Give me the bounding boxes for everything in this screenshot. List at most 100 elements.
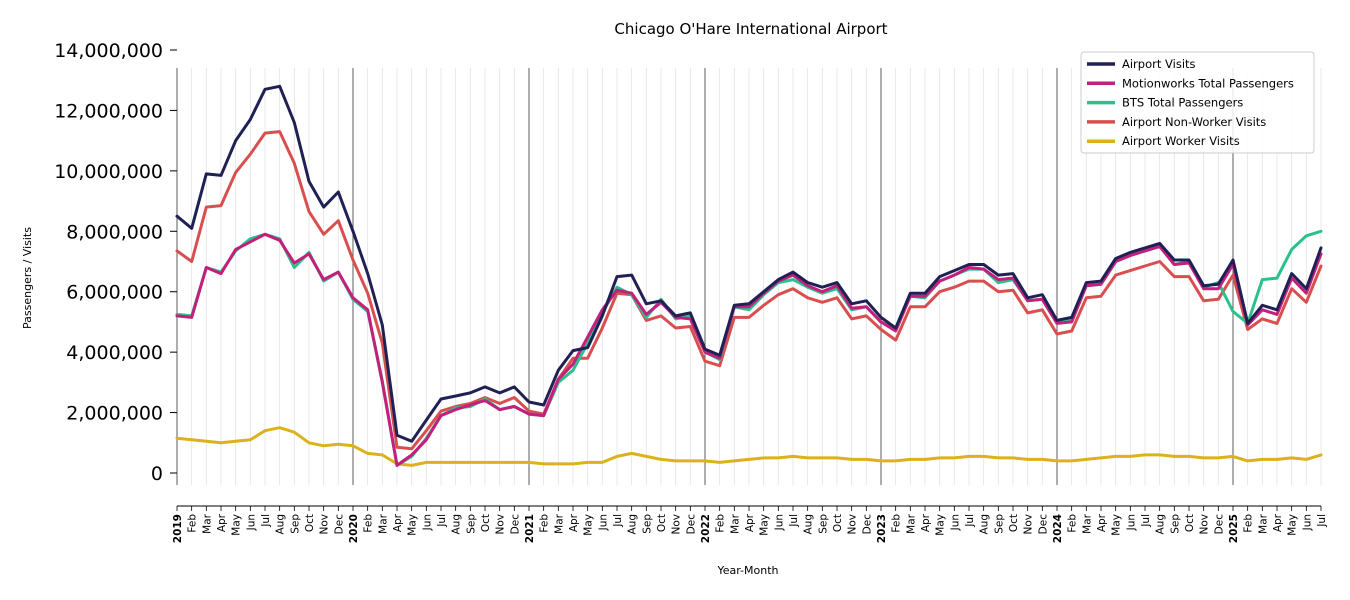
- x-tick-label: May: [583, 514, 595, 536]
- x-tick-label: Mar: [201, 513, 213, 533]
- x-tick-label: Dec: [333, 514, 345, 535]
- x-tick-label: Mar: [1081, 513, 1093, 533]
- x-tick-label: Feb: [539, 514, 551, 533]
- series-line-airport-worker-visits: [175, 426, 1323, 467]
- x-tick-label: Sep: [289, 514, 301, 534]
- chart-title: Chicago O'Hare International Airport: [614, 20, 887, 38]
- y-tick-label: 0: [151, 463, 163, 485]
- x-tick-label: Aug: [275, 514, 287, 535]
- x-tick-label: Nov: [671, 514, 683, 535]
- y-axis-label: Passengers / Visits: [21, 227, 34, 329]
- x-tick-label: Nov: [1199, 514, 1211, 535]
- x-tick-label: Feb: [1067, 514, 1079, 533]
- x-tick-label: Aug: [1155, 514, 1167, 535]
- x-tick-label: May: [759, 514, 771, 536]
- x-tick-label: Nov: [319, 514, 331, 535]
- x-tick-label: Aug: [803, 514, 815, 535]
- x-tick-label: Apr: [216, 513, 228, 532]
- x-tick-label: Feb: [891, 514, 903, 533]
- x-tick-label: May: [935, 514, 947, 536]
- legend-entry: Airport Non-Worker Visits: [1122, 115, 1266, 129]
- y-tick-label: 6,000,000: [66, 282, 163, 304]
- x-tick-label: Mar: [729, 513, 741, 533]
- x-tick-label: Dec: [1037, 514, 1049, 535]
- x-tick-label: Oct: [1184, 514, 1196, 532]
- legend-box: [1080, 51, 1315, 154]
- x-tick-label: Jun: [245, 514, 257, 531]
- x-tick-label: Jun: [421, 514, 433, 531]
- x-tick-label: Jul: [788, 514, 800, 528]
- x-tick-label-year: 2023: [876, 514, 888, 543]
- x-tick-label: Mar: [905, 513, 917, 533]
- x-tick-label-year: 2021: [524, 514, 536, 543]
- x-tick-label: Oct: [480, 514, 492, 532]
- y-tick-label: 10,000,000: [54, 161, 163, 183]
- legend-entry: Motionworks Total Passengers: [1122, 76, 1294, 90]
- x-tick-label: Apr: [744, 513, 756, 532]
- x-tick-label: Nov: [847, 514, 859, 535]
- y-tick-label: 2,000,000: [66, 403, 163, 425]
- y-axis: 0 2,000,000 4,000,000 6,000,000 8,000,000 10,…: [54, 40, 178, 485]
- x-axis: 2019 Feb Mar Apr May Jun Jul Aug Sep Oct Nov Dec 202…: [172, 505, 1328, 543]
- x-tick-label: Oct: [656, 514, 668, 532]
- x-tick-label: Dec: [509, 514, 521, 535]
- x-tick-label: Aug: [627, 514, 639, 535]
- x-tick-label: Jun: [1125, 514, 1137, 531]
- x-tick-label: Sep: [1169, 514, 1181, 534]
- series-line-motionworks-total-passengers: [175, 232, 1323, 467]
- legend-entry: BTS Total Passengers: [1122, 96, 1243, 110]
- series-line-airport-non-worker-visits: [175, 130, 1323, 451]
- legend-entry: Airport Worker Visits: [1122, 134, 1240, 148]
- x-tick-label: Oct: [1008, 514, 1020, 532]
- x-tick-label: Dec: [861, 514, 873, 535]
- x-tick-label: Dec: [1213, 514, 1225, 535]
- y-tick-label: 14,000,000: [54, 40, 163, 62]
- series-lines: [175, 84, 1323, 467]
- legend-entry: Airport Visits: [1122, 57, 1196, 71]
- x-tick-label: Apr: [1272, 513, 1284, 532]
- x-tick-label: May: [1287, 514, 1299, 536]
- x-tick-label: Jun: [949, 514, 961, 531]
- x-tick-label-year: 2019: [172, 514, 184, 543]
- x-tick-label-year: 2024: [1052, 514, 1064, 543]
- x-tick-label: May: [231, 514, 243, 536]
- x-tick-label: Jun: [773, 514, 785, 531]
- x-tick-label: Jun: [1301, 514, 1313, 531]
- x-tick-label: Aug: [979, 514, 991, 535]
- x-tick-label: Jun: [597, 514, 609, 531]
- y-tick-label: 4,000,000: [66, 342, 163, 364]
- x-tick-label: Mar: [553, 513, 565, 533]
- x-tick-label: Feb: [1243, 514, 1255, 533]
- x-tick-label: May: [407, 514, 419, 536]
- x-tick-label: Jul: [260, 514, 272, 528]
- x-tick-label: Sep: [817, 514, 829, 534]
- x-tick-label: Mar: [1257, 513, 1269, 533]
- x-tick-label: Aug: [451, 514, 463, 535]
- x-tick-label: Nov: [1023, 514, 1035, 535]
- x-tick-label: Apr: [920, 513, 932, 532]
- x-tick-label: Apr: [1096, 513, 1108, 532]
- x-tick-label: Jul: [612, 514, 624, 528]
- x-tick-label: Feb: [363, 514, 375, 533]
- x-tick-label: Mar: [377, 513, 389, 533]
- y-tick-label: 12,000,000: [54, 100, 163, 122]
- x-tick-label: Feb: [715, 514, 727, 533]
- x-tick-label: Sep: [465, 514, 477, 534]
- x-tick-label: Nov: [495, 514, 507, 535]
- x-axis-label: Year-Month: [716, 564, 778, 577]
- y-tick-label: 8,000,000: [66, 221, 163, 243]
- x-tick-label: Oct: [304, 514, 316, 532]
- x-tick-label: Sep: [641, 514, 653, 534]
- x-tick-label: Oct: [832, 514, 844, 532]
- x-tick-label: Jul: [436, 514, 448, 528]
- x-tick-label-year: 2025: [1228, 514, 1240, 543]
- x-tick-label: Dec: [685, 514, 697, 535]
- x-tick-label-year: 2020: [348, 514, 360, 543]
- x-tick-label: Jul: [964, 514, 976, 528]
- x-tick-label: Apr: [392, 513, 404, 532]
- x-tick-label: May: [1111, 514, 1123, 536]
- x-tick-label: Feb: [187, 514, 199, 533]
- x-tick-label: Sep: [993, 514, 1005, 534]
- x-tick-label: Jul: [1140, 514, 1152, 528]
